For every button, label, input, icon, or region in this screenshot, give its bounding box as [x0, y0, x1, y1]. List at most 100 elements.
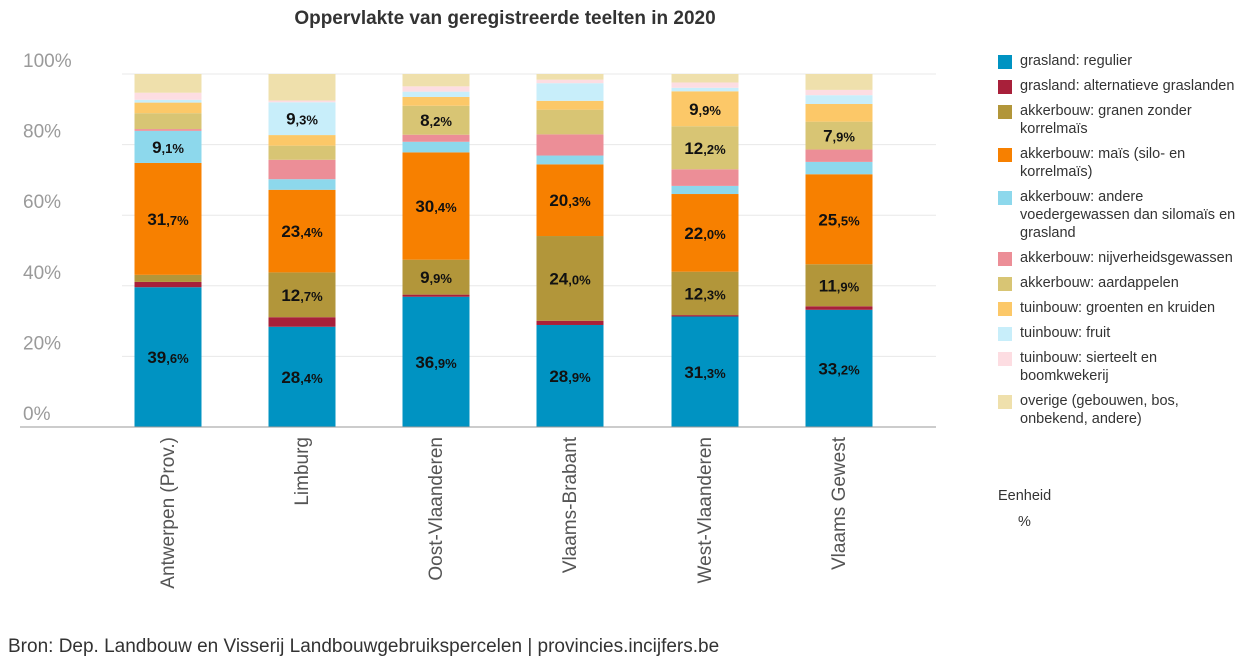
- bar-segment: [134, 92, 202, 100]
- data-label: 25,5%: [818, 210, 860, 229]
- legend-item[interactable]: akkerbouw: maïs (silo- en korrelmaïs): [998, 145, 1248, 181]
- legend-item[interactable]: akkerbouw: granen zonder korrelmaïs: [998, 102, 1248, 138]
- data-label: 24,0%: [549, 269, 591, 288]
- bar-segment: [402, 105, 470, 135]
- bar-segment: [805, 89, 873, 96]
- data-label: 9,9%: [689, 100, 721, 119]
- bar-segment: [536, 324, 604, 427]
- data-label: 28,9%: [549, 367, 591, 386]
- legend-label: tuinbouw: groenten en kruiden: [1020, 300, 1216, 316]
- legend-item[interactable]: akkerbouw: andere voedergewassen dan sil…: [998, 188, 1248, 242]
- data-label: 9,1%: [152, 138, 184, 157]
- bar-segment: [536, 109, 604, 135]
- bar-segment: [402, 296, 470, 427]
- data-label: 9,9%: [420, 268, 452, 287]
- bar-segment: [671, 169, 739, 186]
- bar-segment: [402, 141, 470, 153]
- data-label: 12,7%: [281, 286, 323, 305]
- bar-segment: [671, 87, 739, 92]
- legend: grasland: regulier grasland: alternatieve…: [998, 52, 1248, 435]
- bar-segment: [268, 102, 336, 136]
- bar-segment: [536, 164, 604, 237]
- legend-item[interactable]: tuinbouw: groenten en kruiden: [998, 299, 1248, 317]
- x-tick-label: Vlaams Gewest: [829, 436, 850, 570]
- bar-segment: [402, 86, 470, 92]
- data-label: 36,9%: [415, 353, 457, 372]
- legend-swatch: [998, 105, 1012, 119]
- legend-item[interactable]: grasland: regulier: [998, 52, 1248, 70]
- chart-title: Oppervlakte van geregistreerde teelten i…: [294, 8, 716, 29]
- bar-segment: [805, 306, 873, 310]
- bar-segment: [671, 82, 739, 88]
- data-label: 33,2%: [818, 359, 860, 378]
- bar-segment: [268, 189, 336, 273]
- data-label: 11,9%: [819, 276, 860, 295]
- bar-segment: [402, 74, 470, 87]
- legend-label: akkerbouw: andere voedergewassen dan sil…: [1020, 189, 1236, 241]
- source-note: Bron: Dep. Landbouw en Visserij Landbouw…: [8, 636, 720, 657]
- y-tick-label: 80%: [23, 122, 61, 143]
- legend-item[interactable]: grasland: alternatieve graslanden: [998, 77, 1248, 95]
- data-label: 7,9%: [823, 127, 855, 146]
- data-label: 12,2%: [684, 139, 726, 158]
- bar-segment: [134, 281, 202, 288]
- legend-item[interactable]: akkerbouw: nijverheidsgewassen: [998, 249, 1248, 267]
- data-label: 31,3%: [684, 363, 726, 382]
- bar-segment: [134, 287, 202, 427]
- bar-segment: [134, 129, 202, 131]
- bar-segment: [134, 274, 202, 282]
- bar-segment: [268, 74, 336, 101]
- legend-label: grasland: regulier: [1020, 53, 1133, 69]
- bar-segment: [805, 104, 873, 122]
- unit-value: %: [1018, 514, 1031, 530]
- data-label: 12,3%: [684, 284, 726, 303]
- legend-swatch: [998, 148, 1012, 162]
- bar-segment: [134, 162, 202, 275]
- y-tick-label: 20%: [23, 333, 61, 354]
- bar-segment: [134, 113, 202, 130]
- bar-segment: [402, 152, 470, 260]
- bar-segment: [805, 161, 873, 175]
- bar-segment: [134, 74, 202, 93]
- stacked-bar-chart: 0% 20% 40% 60% 80% 100% 39,6% 31,7% 9,1% Antwerpe…: [20, 51, 936, 589]
- legend-item[interactable]: overige (gebouwen, bos, onbekend, andere…: [998, 392, 1248, 428]
- bar-segment: [536, 155, 604, 165]
- y-tick-label: 0%: [23, 404, 51, 425]
- legend-item[interactable]: akkerbouw: aardappelen: [998, 274, 1248, 292]
- bar-segment: [402, 91, 470, 97]
- legend-label: akkerbouw: maïs (silo- en korrelmaïs): [1020, 146, 1186, 180]
- bar-segment: [536, 320, 604, 325]
- bar-segment: [671, 91, 739, 127]
- bar-segment: [536, 79, 604, 84]
- bar-segment: [402, 134, 470, 142]
- bar-segment: [536, 74, 604, 80]
- bar-segment: [402, 259, 470, 295]
- legend-swatch: [998, 302, 1012, 316]
- legend-swatch: [998, 80, 1012, 94]
- y-tick-label: 60%: [23, 192, 61, 213]
- legend-label: overige (gebouwen, bos, onbekend, andere…: [1020, 393, 1179, 427]
- legend-swatch: [998, 191, 1012, 205]
- legend-item[interactable]: tuinbouw: fruit: [998, 324, 1248, 342]
- legend-label: akkerbouw: nijverheidsgewassen: [1020, 250, 1233, 266]
- legend-swatch: [998, 252, 1012, 266]
- y-tick-label: 100%: [23, 51, 72, 72]
- bar-segment: [805, 264, 873, 307]
- bar-segment: [671, 271, 739, 316]
- bar-segment: [805, 95, 873, 105]
- data-label: 9,3%: [286, 110, 318, 129]
- data-label: 28,4%: [281, 368, 323, 387]
- bar-segment: [671, 74, 739, 83]
- legend-item[interactable]: tuinbouw: sierteelt en boomkwekerij: [998, 349, 1248, 385]
- bar-segment: [268, 272, 336, 318]
- legend-swatch: [998, 352, 1012, 366]
- bar-segment: [402, 96, 470, 106]
- bar-segment: [268, 100, 336, 103]
- bar-segment: [536, 134, 604, 156]
- x-tick-label: Limburg: [292, 437, 313, 506]
- bar-segment: [671, 316, 739, 427]
- legend-swatch: [998, 55, 1012, 69]
- unit-title: Eenheid: [998, 488, 1052, 504]
- bar-segment: [268, 326, 336, 427]
- bar-segment: [268, 159, 336, 180]
